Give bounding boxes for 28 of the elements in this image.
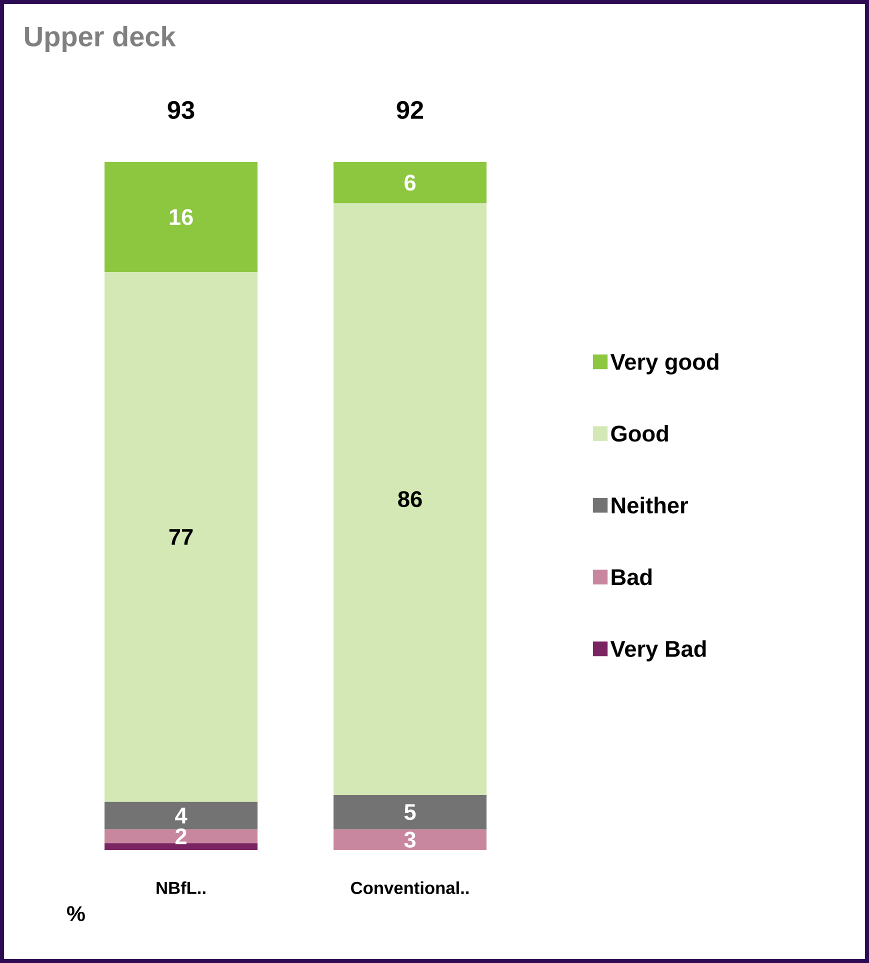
bar <box>334 794 487 830</box>
data-label: 4 <box>175 808 188 824</box>
data-label: 86 <box>398 491 422 508</box>
data-label: 3 <box>404 832 416 848</box>
x-tick-label: NBfL.. <box>156 881 206 894</box>
data-label: 5 <box>404 804 416 820</box>
bar <box>334 203 487 795</box>
legend-label: Very Bad <box>610 640 706 662</box>
data-label: 6 <box>404 174 416 191</box>
bar <box>104 162 258 272</box>
bar <box>104 802 258 830</box>
bar <box>334 829 487 850</box>
data-label: 16 <box>170 209 193 226</box>
legend-label: Neither <box>612 496 688 514</box>
bar <box>104 843 258 850</box>
text: % <box>67 906 85 922</box>
bar <box>104 829 258 844</box>
bar <box>334 162 487 204</box>
chart-title: Upper deck <box>25 26 176 52</box>
data-label: 2 <box>176 828 186 844</box>
legend-label: Bad <box>612 568 652 586</box>
x-tick-label: Conventional.. <box>351 881 469 894</box>
data-label: 77 <box>169 529 193 545</box>
bar <box>104 272 258 802</box>
annotation: 93 <box>168 101 194 119</box>
legend-label: Very good <box>610 353 718 375</box>
annotation: 92 <box>396 101 424 119</box>
legend-label: Good <box>611 425 668 442</box>
